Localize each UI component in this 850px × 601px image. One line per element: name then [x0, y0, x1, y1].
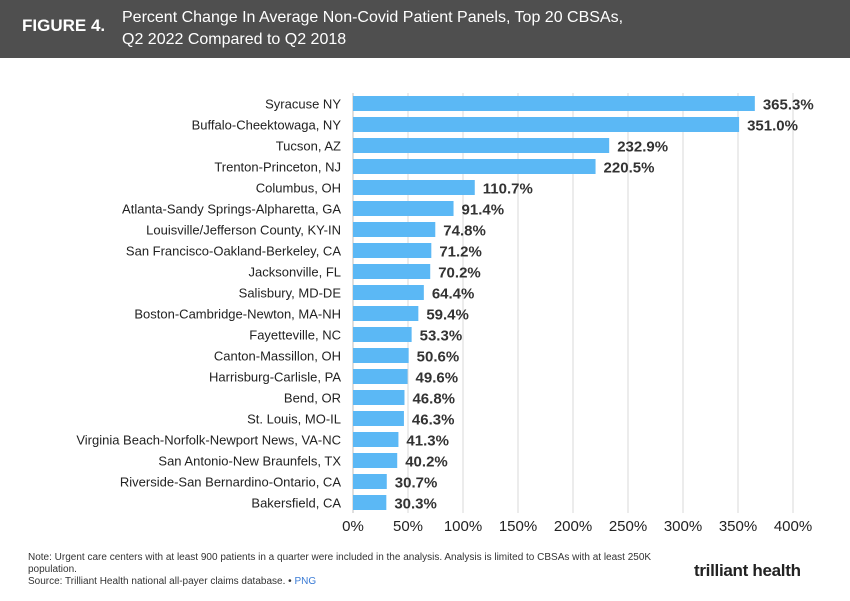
category-label: Jacksonville, FL	[249, 265, 341, 280]
data-label: 50.6%	[417, 349, 460, 366]
bar	[353, 138, 610, 153]
x-tick-label: 100%	[444, 518, 482, 535]
category-label: San Francisco-Oakland-Berkeley, CA	[126, 244, 341, 259]
category-label: Boston-Cambridge-Newton, MA-NH	[134, 307, 341, 322]
x-tick-label: 50%	[393, 518, 423, 535]
data-label: 220.5%	[604, 160, 655, 177]
data-label: 30.7%	[395, 475, 438, 492]
data-label: 46.8%	[412, 391, 455, 408]
bar	[353, 411, 404, 426]
data-label: 53.3%	[420, 328, 463, 345]
data-label: 351.0%	[747, 118, 798, 135]
png-download-link[interactable]: PNG	[294, 576, 317, 587]
data-label: 41.3%	[406, 433, 449, 450]
data-label: 59.4%	[426, 307, 469, 324]
bar	[353, 369, 408, 384]
bar	[353, 243, 432, 258]
x-tick-label: 250%	[609, 518, 647, 535]
figure-title-line-2: Q2 2022 Compared to Q2 2018	[122, 31, 347, 48]
bar	[353, 180, 475, 195]
category-label: Fayetteville, NC	[249, 328, 341, 343]
x-tick-label: 300%	[664, 518, 702, 535]
bar	[353, 117, 740, 132]
data-label: 70.2%	[438, 265, 481, 282]
category-label: San Antonio-New Braunfels, TX	[158, 454, 341, 469]
bar	[353, 222, 436, 237]
data-label: 232.9%	[617, 139, 668, 156]
bar	[353, 306, 419, 321]
data-label: 110.7%	[483, 181, 533, 198]
bar	[353, 453, 398, 468]
x-tick-label: 200%	[554, 518, 592, 535]
data-label: 91.4%	[462, 202, 505, 219]
figure-label: FIGURE 4.	[22, 16, 106, 35]
data-label: 365.3%	[763, 97, 814, 114]
bar	[353, 201, 454, 216]
data-label: 49.6%	[416, 370, 459, 387]
figure-header: FIGURE 4. Percent Change In Average Non-…	[0, 0, 850, 58]
bar	[353, 348, 409, 363]
x-tick-label: 350%	[719, 518, 757, 535]
bar	[353, 390, 405, 405]
category-label: Trenton-Princeton, NJ	[214, 160, 341, 175]
data-label: 74.8%	[443, 223, 486, 240]
x-tick-label: 150%	[499, 518, 537, 535]
bar	[353, 264, 431, 279]
bar	[353, 285, 424, 300]
data-label: 46.3%	[412, 412, 455, 429]
category-label: Salisbury, MD-DE	[239, 286, 342, 301]
source-line: Source: Trilliant Health national all-pa…	[28, 576, 668, 588]
category-label: Riverside-San Bernardino-Ontario, CA	[120, 475, 341, 490]
data-label: 71.2%	[439, 244, 482, 261]
bar	[353, 159, 596, 174]
note-text: Note: Urgent care centers with at least …	[28, 552, 652, 575]
source-separator: •	[288, 576, 292, 587]
data-label: 40.2%	[405, 454, 448, 471]
category-label: Louisville/Jefferson County, KY-IN	[146, 223, 341, 238]
category-label: Bend, OR	[284, 391, 341, 406]
category-label: Columbus, OH	[256, 181, 341, 196]
data-label: 30.3%	[394, 496, 437, 513]
bar	[353, 474, 387, 489]
category-label: St. Louis, MO-IL	[247, 412, 341, 427]
bar	[353, 96, 755, 111]
figure-title: Percent Change In Average Non-Covid Pati…	[122, 7, 623, 51]
x-tick-label: 400%	[774, 518, 812, 535]
bar	[353, 432, 399, 447]
bar	[353, 495, 387, 510]
category-label: Atlanta-Sandy Springs-Alpharetta, GA	[122, 202, 341, 217]
data-label: 64.4%	[432, 286, 475, 303]
category-label: Canton-Massillon, OH	[214, 349, 341, 364]
category-label: Virginia Beach-Norfolk-Newport News, VA-…	[76, 433, 341, 448]
category-label: Bakersfield, CA	[251, 496, 341, 511]
category-label: Buffalo-Cheektowaga, NY	[192, 118, 342, 133]
category-label: Harrisburg-Carlisle, PA	[209, 370, 341, 385]
category-label: Syracuse NY	[265, 97, 341, 112]
category-label: Tucson, AZ	[276, 139, 341, 154]
footnote: Note: Urgent care centers with at least …	[28, 552, 668, 588]
source-text: Source: Trilliant Health national all-pa…	[28, 576, 286, 587]
figure-title-line-1: Percent Change In Average Non-Covid Pati…	[122, 9, 624, 26]
bar	[353, 327, 412, 342]
x-tick-label: 0%	[342, 518, 364, 535]
trilliant-health-logo: trilliant health	[694, 561, 801, 580]
